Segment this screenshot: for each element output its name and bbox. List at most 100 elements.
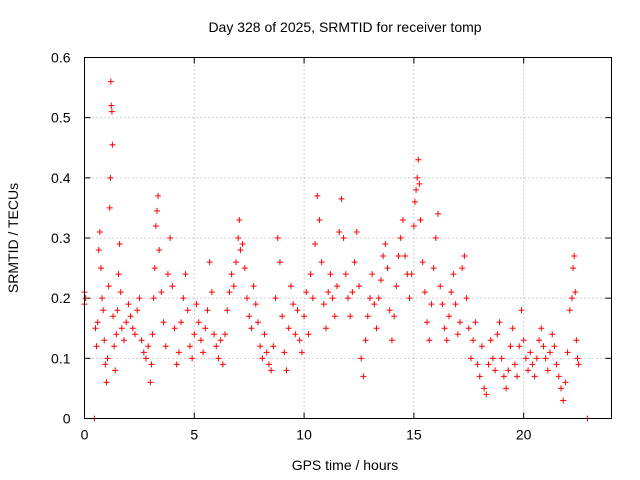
data-point [366, 295, 373, 302]
data-point [173, 361, 180, 368]
data-point [153, 207, 160, 214]
data-point [393, 283, 400, 290]
data-point [265, 361, 272, 368]
data-point [382, 241, 389, 248]
data-point [355, 283, 362, 290]
data-point [149, 331, 156, 338]
data-point [180, 295, 187, 302]
data-point [441, 325, 448, 332]
data-point [571, 253, 578, 260]
data-point [395, 253, 402, 260]
data-point [437, 283, 444, 290]
data-point [97, 265, 104, 272]
data-point [134, 307, 141, 314]
data-point [235, 235, 242, 241]
data-point [538, 325, 545, 332]
data-point [101, 337, 108, 344]
data-point [478, 343, 485, 350]
data-point [100, 307, 107, 314]
data-point [481, 385, 488, 392]
data-point [219, 361, 226, 368]
data-point [95, 247, 102, 254]
data-point [544, 367, 551, 374]
data-point [489, 355, 496, 362]
data-point [373, 325, 380, 332]
data-point [573, 337, 580, 344]
data-point [443, 337, 450, 344]
data-point [419, 259, 426, 266]
data-point [105, 283, 112, 290]
data-point [522, 355, 529, 362]
data-point [516, 343, 523, 350]
data-point [483, 391, 490, 398]
data-point [568, 295, 575, 302]
data-point [463, 295, 470, 302]
data-point [316, 216, 323, 223]
data-point [564, 349, 571, 356]
data-point [531, 373, 538, 380]
data-point [342, 271, 349, 278]
data-point [562, 379, 569, 386]
data-point [248, 325, 255, 332]
data-point [290, 301, 297, 308]
data-point [503, 385, 510, 392]
y-tick-label: 0.3 [51, 230, 71, 246]
data-point [476, 373, 483, 380]
data-point [145, 343, 152, 350]
data-point [184, 307, 191, 314]
data-point [246, 313, 253, 320]
data-point [498, 355, 505, 362]
data-point [386, 307, 393, 314]
data-point [252, 301, 259, 308]
data-point [411, 198, 418, 205]
data-point [338, 195, 345, 202]
data-point [195, 319, 202, 326]
data-point [233, 259, 240, 266]
data-point [459, 265, 466, 272]
data-point [399, 216, 406, 223]
y-axis-label: SRMTID / TECUs [5, 183, 21, 293]
data-point [305, 331, 312, 338]
data-point [136, 295, 143, 302]
data-point [334, 283, 341, 290]
data-point [369, 271, 376, 278]
data-point [496, 319, 503, 326]
data-point [500, 373, 507, 380]
data-point [296, 337, 303, 344]
data-point [259, 355, 266, 362]
data-point [527, 349, 534, 356]
data-point [152, 222, 159, 229]
data-point [413, 186, 420, 193]
x-tick-label: 0 [81, 427, 89, 443]
data-point [430, 265, 437, 272]
data-point [142, 355, 149, 362]
data-point [197, 337, 204, 344]
data-point [435, 210, 442, 217]
data-point [485, 361, 492, 368]
data-point [250, 283, 257, 290]
data-point [509, 325, 516, 332]
data-point [107, 78, 114, 85]
data-point [113, 331, 120, 338]
data-point [325, 289, 332, 296]
data-point [118, 325, 125, 332]
data-point [215, 355, 222, 362]
data-point [551, 343, 558, 350]
data-point [298, 349, 305, 356]
data-point [270, 343, 277, 350]
data-point [99, 295, 106, 302]
data-point [470, 337, 477, 344]
data-point [228, 271, 235, 278]
data-point [529, 361, 536, 368]
data-points [81, 78, 591, 422]
data-point [439, 301, 446, 308]
data-point [303, 289, 310, 296]
data-point [327, 271, 334, 278]
data-point [301, 313, 308, 320]
data-point [272, 295, 279, 302]
data-point [505, 367, 512, 374]
data-point [111, 343, 118, 350]
data-point [570, 265, 577, 272]
data-point [408, 271, 415, 278]
data-point [93, 343, 100, 350]
